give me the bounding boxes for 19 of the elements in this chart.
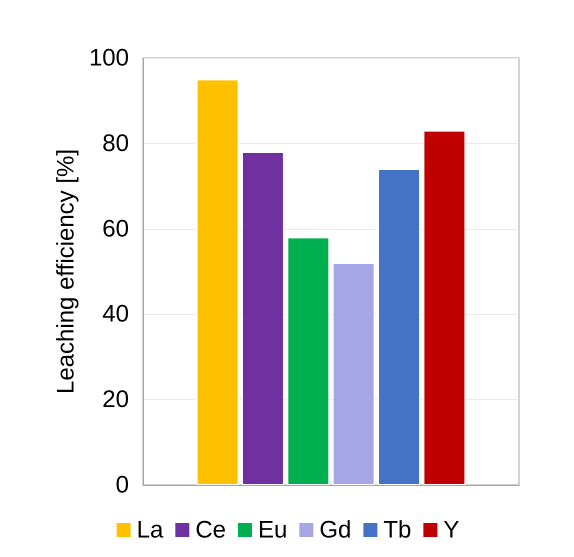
- bar: [332, 262, 375, 485]
- bar: [378, 169, 420, 485]
- y-tick-label: 20: [102, 386, 129, 414]
- legend-label: Gd: [319, 516, 352, 544]
- bar: [196, 79, 239, 485]
- y-tick-label: 60: [102, 215, 129, 242]
- y-tick-label: 80: [102, 130, 129, 157]
- legend-label: La: [136, 516, 164, 544]
- y-tick-label: 100: [88, 44, 129, 72]
- y-tick-label: 0: [116, 472, 129, 498]
- bar: [423, 130, 466, 485]
- legend-label: Y: [443, 516, 460, 544]
- bar: [242, 152, 284, 485]
- legend-label: Tb: [383, 516, 412, 544]
- legend-label: Eu: [258, 516, 288, 544]
- bar: [287, 237, 330, 485]
- legend-label: Ce: [195, 516, 226, 544]
- y-axis-title: Leaching efficiency [%]: [52, 148, 80, 394]
- y-tick-label: 40: [102, 300, 129, 328]
